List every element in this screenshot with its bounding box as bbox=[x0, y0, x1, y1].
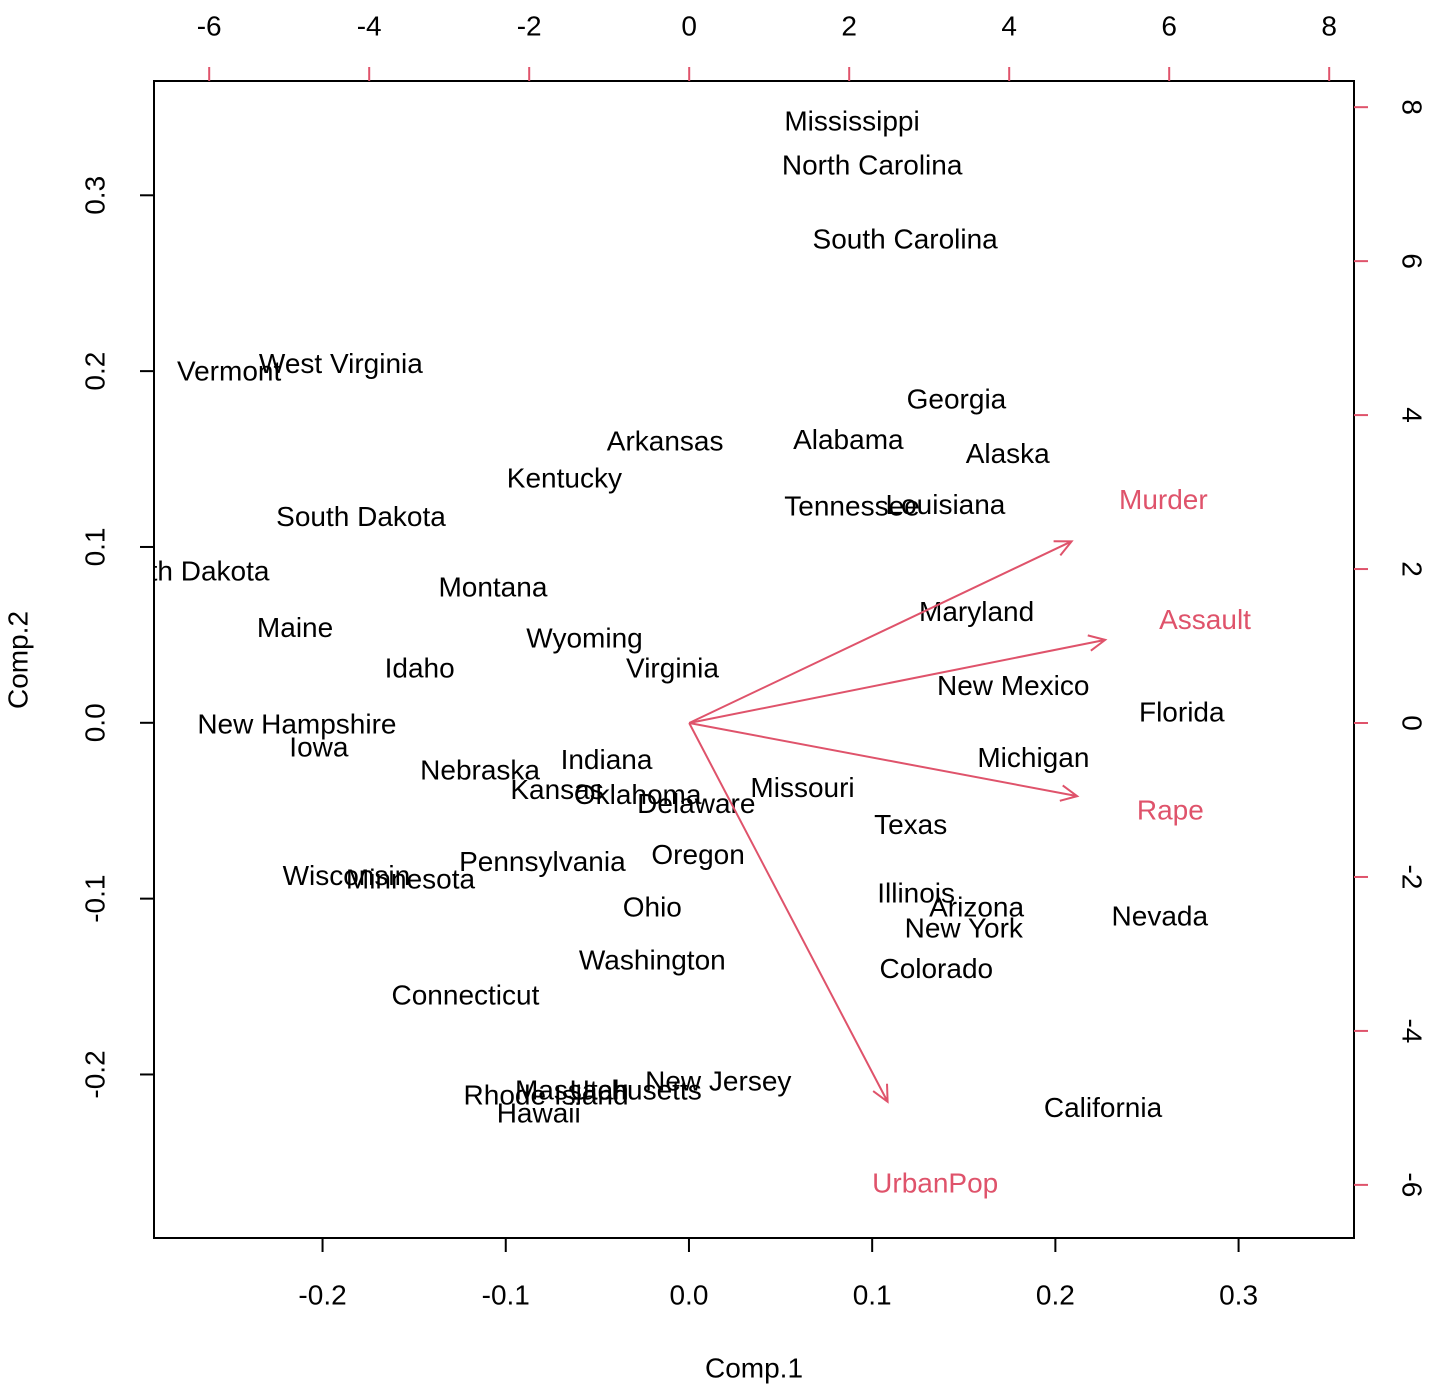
state-label: New York bbox=[905, 913, 1024, 944]
y-tick-label: 0.0 bbox=[79, 703, 110, 742]
state-label: New Hampshire bbox=[197, 709, 396, 740]
x2-tick-label: -4 bbox=[357, 10, 382, 41]
x2-tick-label: 2 bbox=[841, 10, 857, 41]
x-tick-label: 0.3 bbox=[1219, 1279, 1258, 1310]
state-label: Ohio bbox=[623, 892, 682, 923]
state-label: Pennsylvania bbox=[459, 846, 626, 877]
state-label: Idaho bbox=[385, 652, 455, 683]
state-label: North Dakota bbox=[104, 556, 269, 587]
state-label: Colorado bbox=[879, 953, 993, 984]
state-label: Minnesota bbox=[346, 863, 476, 894]
y-tick-label: 0.2 bbox=[79, 352, 110, 391]
state-label: Maine bbox=[257, 612, 333, 643]
y2-tick-label: -4 bbox=[1397, 1018, 1428, 1043]
loading-arrow bbox=[689, 634, 1108, 724]
state-label: Iowa bbox=[289, 732, 349, 763]
x2-tick-label: 4 bbox=[1001, 10, 1017, 41]
arrow-label: UrbanPop bbox=[872, 1167, 998, 1198]
state-label: Florida bbox=[1139, 696, 1225, 727]
loading-arrow bbox=[689, 722, 1080, 802]
plot-frame bbox=[153, 80, 1355, 1239]
state-label: Connecticut bbox=[392, 979, 540, 1010]
x2-tick-label: 6 bbox=[1161, 10, 1177, 41]
state-label: Montana bbox=[438, 572, 547, 603]
x-tick-label: -0.1 bbox=[482, 1279, 530, 1310]
state-label: Arkansas bbox=[607, 426, 724, 457]
plot-area: Mississippi North Carolina South Carolina V… bbox=[104, 106, 1251, 1199]
state-label: Maryland bbox=[919, 596, 1034, 627]
y2-tick-label: 4 bbox=[1397, 407, 1428, 423]
x2-tick-label: -2 bbox=[517, 10, 542, 41]
y-tick-label: 0.1 bbox=[79, 527, 110, 566]
state-label: Michigan bbox=[977, 742, 1089, 773]
y-tick-label: -0.1 bbox=[79, 875, 110, 923]
y2-tick-label: -2 bbox=[1397, 865, 1428, 890]
arrow-label: Rape bbox=[1137, 795, 1204, 826]
arrow-label: Assault bbox=[1159, 604, 1251, 635]
state-label: Oklahoma bbox=[574, 779, 702, 810]
x-tick-label: 0.2 bbox=[1036, 1279, 1075, 1310]
state-label: Georgia bbox=[907, 383, 1007, 414]
x-tick-label: 0.0 bbox=[669, 1279, 708, 1310]
state-label: Arizona bbox=[929, 892, 1024, 923]
x-axis-title: Comp.1 bbox=[705, 1352, 803, 1383]
state-label: Louisiana bbox=[886, 489, 1006, 520]
y2-tick-label: 2 bbox=[1397, 561, 1428, 577]
x2-tick-label: 8 bbox=[1321, 10, 1337, 41]
state-label: West Virginia bbox=[259, 348, 423, 379]
x-tick-label: 0.1 bbox=[853, 1279, 892, 1310]
loading-arrow bbox=[688, 540, 1074, 724]
state-label: Nebraska bbox=[420, 754, 540, 785]
state-label: Texas bbox=[874, 809, 947, 840]
state-label: Nevada bbox=[1112, 900, 1209, 931]
state-label: New Mexico bbox=[937, 670, 1089, 701]
state-label: Kansas bbox=[510, 774, 603, 805]
y2-tick-label: 8 bbox=[1397, 99, 1428, 115]
state-label: Massachusetts bbox=[515, 1074, 702, 1105]
state-label: Wisconsin bbox=[283, 860, 411, 891]
state-label: Indiana bbox=[561, 744, 653, 775]
y2-tick-label: -6 bbox=[1397, 1172, 1428, 1197]
state-label: South Carolina bbox=[813, 223, 999, 254]
y2-tick-label: 0 bbox=[1397, 715, 1428, 731]
state-label: New Jersey bbox=[645, 1066, 791, 1097]
state-label: Alabama bbox=[793, 424, 904, 455]
state-label: North Carolina bbox=[782, 150, 963, 181]
loading-arrow bbox=[688, 722, 889, 1104]
state-label: Virginia bbox=[626, 652, 719, 683]
state-label: South Dakota bbox=[276, 501, 446, 532]
state-label: Tennessee bbox=[784, 491, 919, 522]
state-label: Utah bbox=[570, 1074, 629, 1105]
state-label: Alaska bbox=[966, 438, 1050, 469]
state-label: Hawaii bbox=[497, 1097, 581, 1128]
x2-tick-label: -6 bbox=[197, 10, 222, 41]
state-label: California bbox=[1044, 1092, 1163, 1123]
x2-tick-label: 0 bbox=[681, 10, 697, 41]
y-tick-label: -0.2 bbox=[79, 1050, 110, 1098]
y-axis-title: Comp.2 bbox=[2, 611, 33, 709]
state-label: Missouri bbox=[750, 772, 854, 803]
state-label: Kentucky bbox=[507, 463, 622, 494]
arrow-label: Murder bbox=[1119, 484, 1208, 515]
y2-tick-label: 6 bbox=[1397, 253, 1428, 269]
state-label: Illinois bbox=[877, 878, 955, 909]
state-label: Washington bbox=[579, 944, 726, 975]
state-label: Rhode Island bbox=[464, 1080, 629, 1111]
state-label: Mississippi bbox=[784, 106, 919, 137]
state-label: Oregon bbox=[651, 839, 744, 870]
state-label: Wyoming bbox=[526, 623, 642, 654]
y-tick-label: 0.3 bbox=[79, 176, 110, 215]
x-tick-label: -0.2 bbox=[298, 1279, 346, 1310]
state-label: Vermont bbox=[177, 355, 281, 386]
